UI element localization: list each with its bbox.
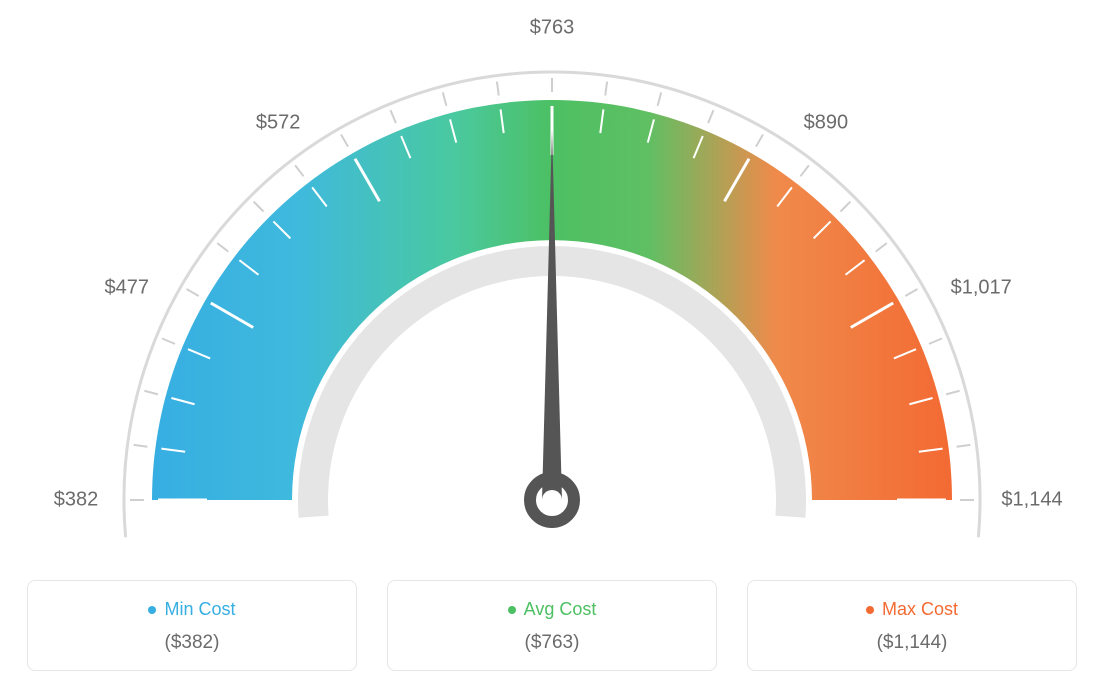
gauge-tick-label: $477 [105, 277, 150, 300]
legend-card-max: Max Cost ($1,144) [747, 580, 1077, 671]
legend-dot-avg [508, 606, 516, 614]
legend-value-min: ($382) [38, 632, 346, 654]
legend-value-max: ($1,144) [758, 632, 1066, 654]
legend-label-min: Min Cost [164, 599, 235, 620]
legend-title-avg: Avg Cost [508, 599, 597, 620]
legend-dot-max [866, 606, 874, 614]
gauge-tick-label: $382 [54, 489, 99, 512]
gauge-tick-label: $1,017 [951, 277, 1012, 300]
legend-title-min: Min Cost [148, 599, 235, 620]
gauge-tick-label: $1,144 [1001, 489, 1062, 512]
gauge-chart: $382 $477 $572 $763 $890 $1,017 $1,144 [20, 20, 1084, 560]
legend-value-avg: ($763) [398, 632, 706, 654]
legend-label-avg: Avg Cost [524, 599, 597, 620]
gauge-svg [20, 20, 1084, 560]
legend-title-max: Max Cost [866, 599, 958, 620]
gauge-tick-label: $572 [256, 111, 301, 134]
gauge-tick-label: $763 [530, 17, 575, 40]
legend-dot-min [148, 606, 156, 614]
gauge-tick-label: $890 [804, 111, 849, 134]
legend-card-avg: Avg Cost ($763) [387, 580, 717, 671]
legend-row: Min Cost ($382) Avg Cost ($763) Max Cost… [20, 580, 1084, 671]
legend-label-max: Max Cost [882, 599, 958, 620]
legend-card-min: Min Cost ($382) [27, 580, 357, 671]
